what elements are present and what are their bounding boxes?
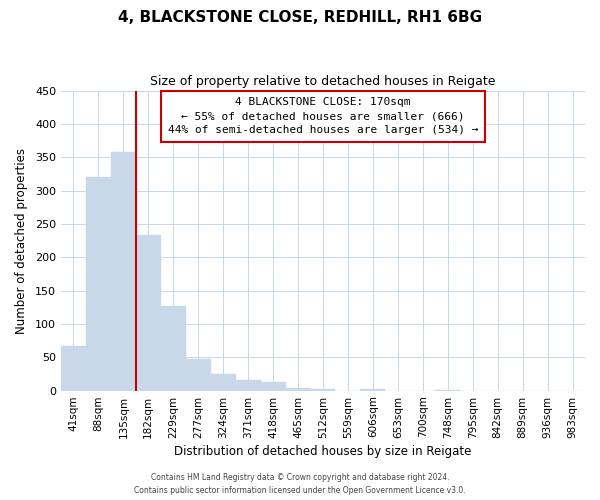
Bar [111,152,136,390]
Bar [161,306,186,390]
Bar [361,389,385,390]
Title: Size of property relative to detached houses in Reigate: Size of property relative to detached ho… [150,75,496,88]
X-axis label: Distribution of detached houses by size in Reigate: Distribution of detached houses by size … [174,444,472,458]
Bar [286,388,310,390]
Bar [211,374,236,390]
Text: 4, BLACKSTONE CLOSE, REDHILL, RH1 6BG: 4, BLACKSTONE CLOSE, REDHILL, RH1 6BG [118,10,482,25]
Text: Contains HM Land Registry data © Crown copyright and database right 2024.
Contai: Contains HM Land Registry data © Crown c… [134,474,466,495]
Bar [86,177,111,390]
Text: 4 BLACKSTONE CLOSE: 170sqm
← 55% of detached houses are smaller (666)
44% of sem: 4 BLACKSTONE CLOSE: 170sqm ← 55% of deta… [168,97,478,135]
Bar [186,358,211,390]
Bar [260,382,286,390]
Y-axis label: Number of detached properties: Number of detached properties [15,148,28,334]
Bar [310,389,335,390]
Bar [236,380,260,390]
Bar [61,346,86,391]
Bar [136,235,161,390]
